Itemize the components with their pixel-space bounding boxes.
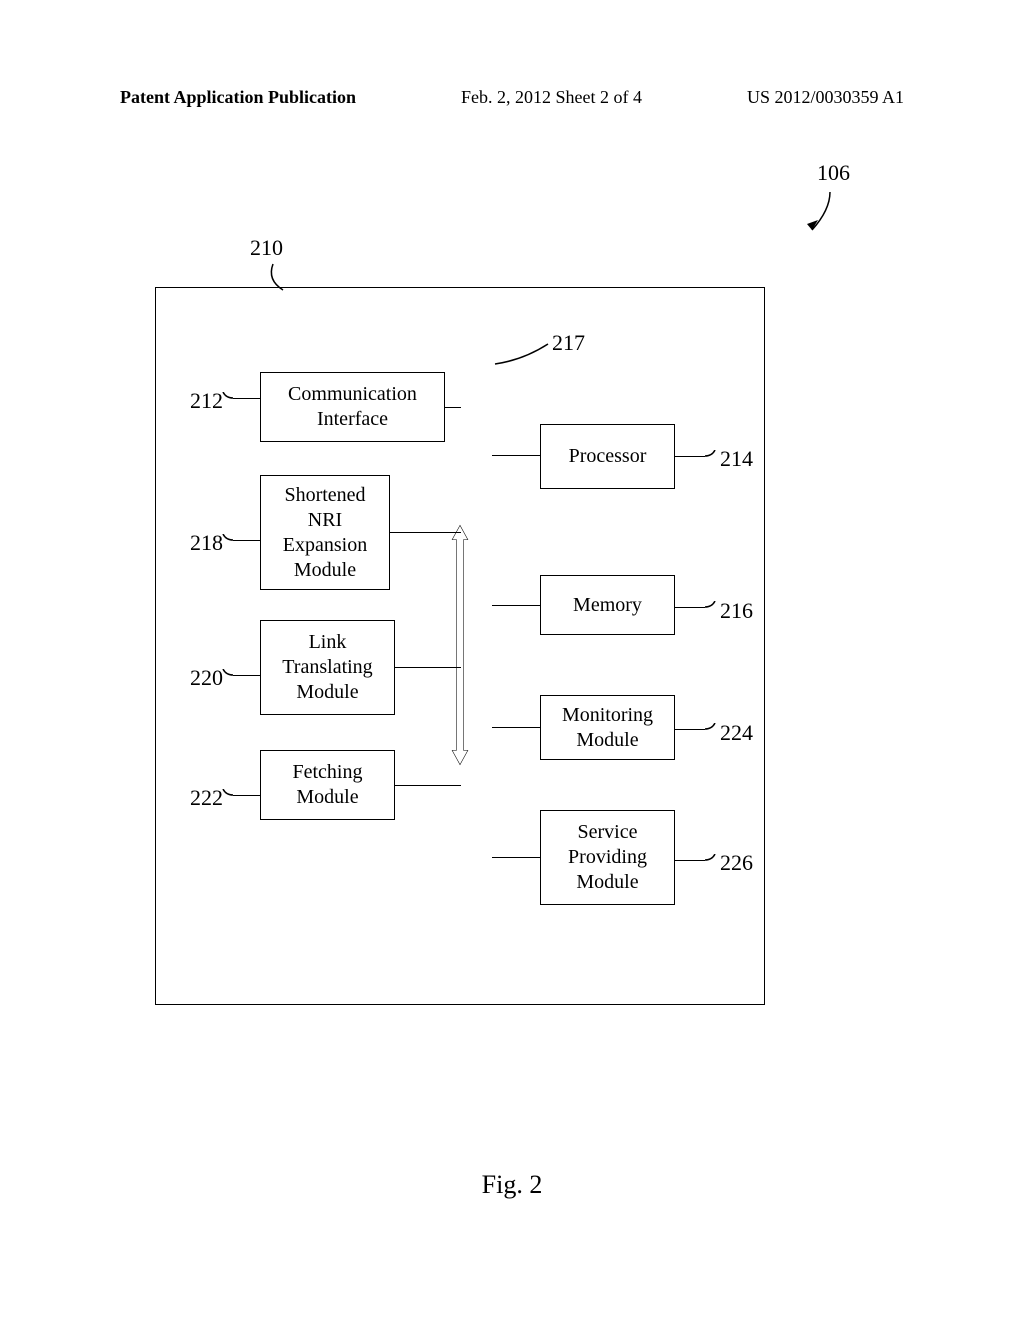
ref-217-curve-icon	[493, 340, 553, 370]
fetching-box: Fetching Module	[260, 750, 395, 820]
bus-arrow-icon	[450, 310, 470, 980]
communication-interface-label: Communication Interface	[288, 382, 417, 432]
ref-216-connector	[675, 607, 705, 608]
link-translating-label: Link Translating Module	[282, 630, 372, 705]
ref-220-label: 220	[190, 665, 223, 691]
processor-label: Processor	[569, 444, 647, 469]
ref-222-label: 222	[190, 785, 223, 811]
header-right: US 2012/0030359 A1	[747, 87, 904, 108]
connector-memory-bus	[492, 605, 540, 606]
ref-214-connector	[675, 456, 705, 457]
service-providing-box: Service Providing Module	[540, 810, 675, 905]
ref-222-connector	[233, 795, 260, 796]
page-header: Patent Application Publication Feb. 2, 2…	[0, 87, 1024, 108]
ref-216-label: 216	[720, 598, 753, 624]
connector-link-bus	[395, 667, 461, 668]
connector-nri-bus	[390, 532, 461, 533]
memory-label: Memory	[573, 593, 642, 618]
figure-caption: Fig. 2	[0, 1170, 1024, 1200]
fetching-label: Fetching Module	[293, 760, 363, 810]
nri-expansion-label: Shortened NRI Expansion Module	[283, 483, 367, 583]
ref-217-label: 217	[552, 330, 585, 356]
memory-box: Memory	[540, 575, 675, 635]
monitoring-label: Monitoring Module	[562, 703, 653, 753]
ref-106-label: 106	[817, 160, 850, 186]
header-center: Feb. 2, 2012 Sheet 2 of 4	[461, 87, 642, 108]
monitoring-box: Monitoring Module	[540, 695, 675, 760]
ref-212-connector	[233, 398, 260, 399]
service-providing-label: Service Providing Module	[568, 820, 647, 895]
ref-210-label: 210	[250, 235, 283, 261]
communication-interface-box: Communication Interface	[260, 372, 445, 442]
connector-service-bus	[492, 857, 540, 858]
nri-expansion-box: Shortened NRI Expansion Module	[260, 475, 390, 590]
ref-218-connector	[233, 540, 260, 541]
connector-comm-bus	[445, 407, 461, 408]
connector-fetching-bus	[395, 785, 461, 786]
ref-212-label: 212	[190, 388, 223, 414]
ref-224-connector	[675, 729, 705, 730]
ref-214-label: 214	[720, 446, 753, 472]
ref-226-label: 226	[720, 850, 753, 876]
ref-224-label: 224	[720, 720, 753, 746]
header-left: Patent Application Publication	[120, 87, 356, 108]
connector-monitoring-bus	[492, 727, 540, 728]
figure-container: 106 210 217 Communication Interface 212 …	[150, 160, 870, 1060]
link-translating-box: Link Translating Module	[260, 620, 395, 715]
connector-processor-bus	[492, 455, 540, 456]
ref-218-label: 218	[190, 530, 223, 556]
processor-box: Processor	[540, 424, 675, 489]
ref-220-connector	[233, 675, 260, 676]
ref-106-arrow-icon	[800, 190, 840, 240]
ref-226-connector	[675, 860, 705, 861]
